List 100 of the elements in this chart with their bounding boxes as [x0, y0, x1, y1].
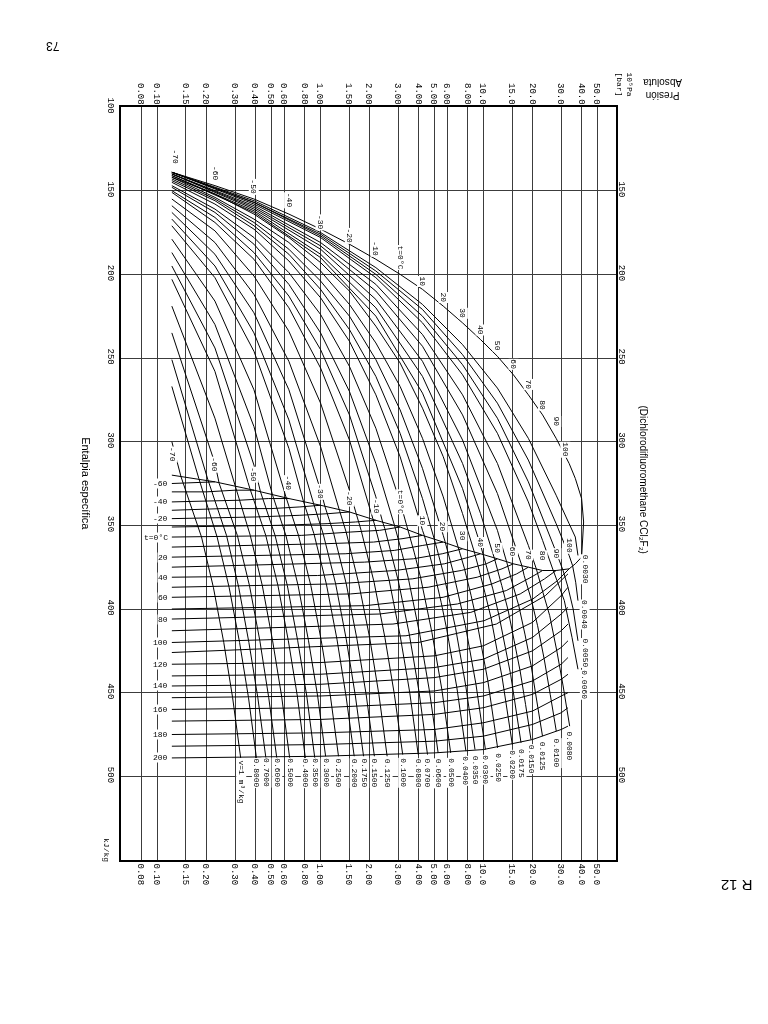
x-tick-label: 10.0 — [477, 83, 488, 105]
x-tick-label: 0.40 — [249, 83, 260, 105]
text: 0.50 — [265, 863, 276, 886]
text: 15.0 — [506, 863, 517, 886]
x-tick-label: 6.00 — [441, 83, 452, 105]
annotation: 80 — [538, 550, 548, 561]
annotation: 0.1000 — [398, 758, 408, 788]
y-tick-label: 350 — [105, 515, 116, 533]
x-tick-label: 2.00 — [363, 83, 374, 105]
annotation: 0.0125 — [537, 741, 547, 771]
y2-tick-label: 150 — [615, 181, 626, 198]
annotation: 50 — [493, 543, 503, 554]
annotation: 0.0250 — [493, 753, 503, 783]
annotation: -40 — [284, 192, 294, 208]
annotation: -70 — [168, 447, 178, 462]
x-tick-label: 0.80 — [298, 83, 309, 105]
annotation: 60 — [508, 546, 518, 557]
annotation: 0.2500 — [334, 758, 344, 788]
annotation: 0.0700 — [423, 758, 433, 788]
annotation: 0.0150 — [526, 744, 536, 774]
text: 3.00 — [392, 863, 403, 886]
y-tick-label: 250 — [105, 348, 116, 365]
annotation: -10 — [371, 241, 381, 256]
y-tick-label: 100 — [105, 97, 116, 114]
series-label: 120 — [153, 660, 168, 669]
annotation: -60 — [210, 165, 220, 181]
series-label: 160 — [153, 705, 168, 714]
annotation: 0.0040 — [580, 599, 590, 629]
series-label: -60 — [153, 479, 168, 488]
text: 40.0 — [575, 863, 586, 886]
annotation: 0.0600 — [434, 758, 444, 788]
series-label: 200 — [153, 753, 168, 762]
annotation: 90 — [551, 416, 561, 427]
series-label: -40 — [153, 497, 168, 506]
annotation: 10 — [417, 276, 427, 287]
annotation: 0.4000 — [301, 758, 311, 788]
x-tick-label: 3.00 — [392, 83, 403, 105]
x-tick-label: 8.00 — [461, 83, 472, 105]
x-tick-label: 0.20 — [200, 83, 211, 105]
annotation: 0.0100 — [552, 738, 562, 768]
annotation: 0.0200 — [507, 750, 517, 780]
annotation: 70 — [523, 550, 533, 560]
text: (Dichlorodifluoromethane CCl₂F₂) — [637, 405, 649, 554]
series-label: 140 — [153, 681, 168, 690]
y-tick-label: 500 — [105, 766, 116, 784]
annotation: -20 — [345, 491, 354, 506]
annotation: 0.0400 — [461, 756, 471, 786]
text: 0.20 — [200, 863, 211, 886]
annotation: 40 — [476, 324, 486, 335]
annotation: 20 — [439, 292, 449, 303]
annotation: 0.5000 — [285, 758, 295, 788]
text: 0.30 — [229, 863, 240, 886]
text: 0.60 — [278, 863, 289, 886]
series-label: 40 — [158, 573, 168, 582]
x-tick-label: 0.30 — [229, 83, 240, 105]
text: 50.0 — [591, 863, 602, 886]
annotation: t=0°C — [395, 245, 405, 270]
text: 20.0 — [526, 863, 537, 886]
series-label: 20 — [158, 553, 168, 562]
x-axis-title: Presión Absoluta — [642, 76, 683, 101]
annotation: -40 — [284, 475, 294, 491]
annotation: 0.0350 — [470, 755, 480, 785]
annotation: 0.2000 — [350, 758, 360, 788]
annotation: 0.0500 — [446, 758, 456, 788]
annotation: 70 — [524, 379, 534, 390]
annotation: 0.0050 — [580, 638, 590, 668]
annotation: 50 — [492, 340, 502, 351]
y-tick-label: 200 — [105, 264, 116, 282]
y-tick-label: 150 — [105, 181, 116, 198]
text: 73 — [45, 38, 60, 53]
x-tick-label: 0.60 — [278, 83, 289, 105]
annotation: 0.8000 — [252, 758, 262, 788]
annotation: 90 — [551, 548, 561, 559]
annotation: 0.7000 — [261, 758, 271, 788]
annotation: v=1 m³/kg — [236, 760, 246, 804]
x-tick-label: 0.50 — [265, 83, 276, 105]
x-tick-label: 50.0 — [591, 83, 602, 105]
y-axis-title: Entalpia específica — [79, 437, 92, 531]
annotation: -30 — [316, 214, 326, 230]
text: 6.00 — [441, 863, 452, 886]
annotation: -10 — [371, 499, 381, 514]
annotation: 0.1250 — [383, 758, 393, 788]
annotation: 0.0060 — [580, 670, 590, 700]
annotation: -50 — [249, 179, 259, 194]
x-tick-label: 20.0 — [526, 83, 537, 105]
text: R 12 — [720, 876, 753, 894]
text: 30.0 — [555, 863, 566, 886]
x-tick-label: 0.10 — [151, 83, 162, 105]
annotation: 30 — [458, 308, 468, 319]
y2-tick-label: 450 — [615, 683, 626, 700]
annotation: 0.0030 — [580, 554, 590, 584]
annotation: 60 — [509, 359, 519, 370]
annotation: -70 — [170, 149, 180, 165]
x-tick-label: 0.08 — [135, 83, 146, 105]
series-label: 100 — [153, 638, 168, 647]
annotation: 0.1500 — [370, 758, 380, 788]
series-label: t=0°C — [144, 533, 169, 542]
annotation: 0.0080 — [564, 731, 574, 761]
y2-tick-label: 300 — [615, 432, 626, 449]
x-tick-label: 15.0 — [506, 83, 517, 105]
